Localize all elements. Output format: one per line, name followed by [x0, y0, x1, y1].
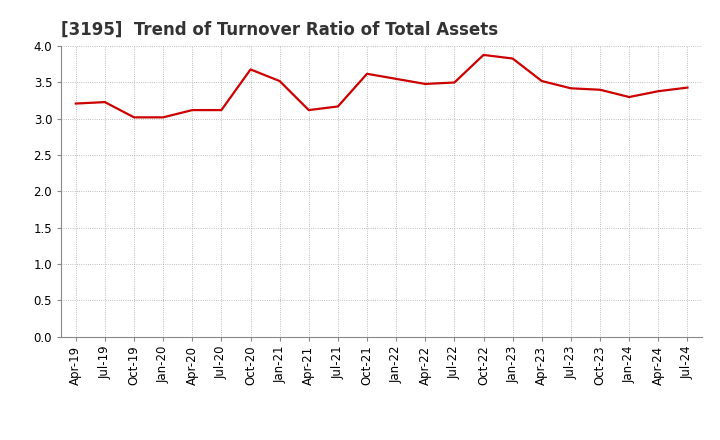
- Text: [3195]  Trend of Turnover Ratio of Total Assets: [3195] Trend of Turnover Ratio of Total …: [61, 21, 498, 39]
